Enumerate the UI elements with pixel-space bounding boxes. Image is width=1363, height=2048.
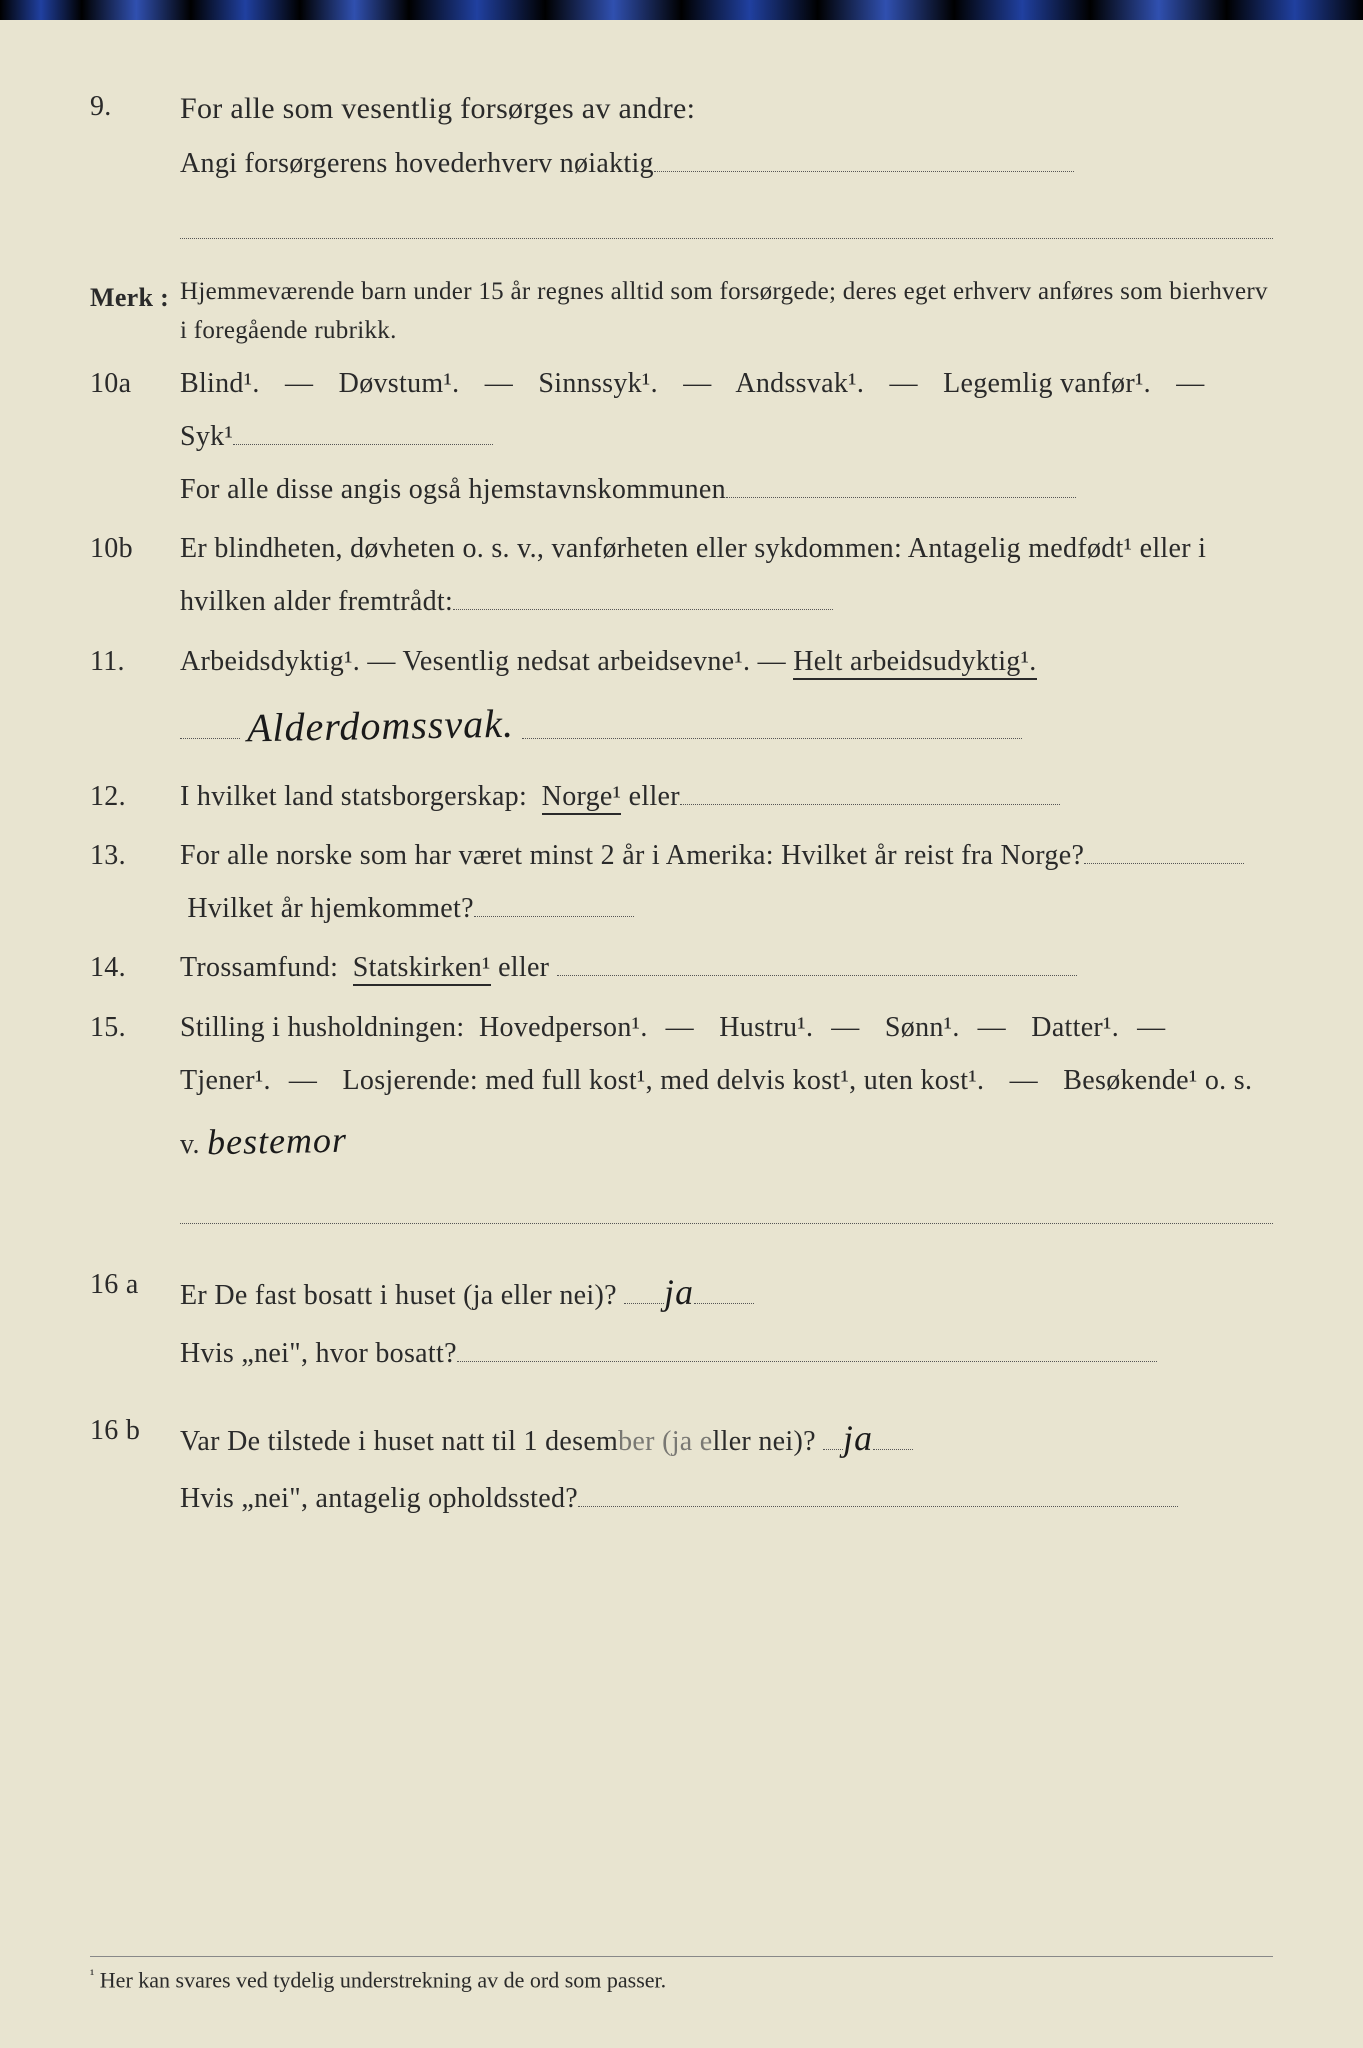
opt: Blind¹.	[180, 368, 260, 399]
fill-line	[557, 947, 1077, 976]
question-14: 14. Trossamfund: Statskirken¹ eller	[90, 941, 1273, 994]
opt-selected: Norge¹	[542, 781, 622, 815]
fill-line	[474, 888, 634, 917]
footnote-text: Her kan svares ved tydelig understreknin…	[100, 1967, 666, 1992]
fill-line	[180, 196, 1273, 239]
q12-after: eller	[629, 781, 680, 812]
q16a-line2: Hvis „nei", hvor bosatt?	[180, 1327, 1273, 1380]
fill-line	[522, 710, 1022, 739]
opt: Syk¹	[180, 421, 233, 452]
opt: Vesentlig nedsat arbeidsevne¹.	[403, 646, 751, 677]
q12-text: I hvilket land statsborgerskap:	[180, 781, 527, 812]
q14-text: Trossamfund:	[180, 952, 338, 983]
opt: Tjener¹.	[180, 1065, 271, 1096]
q11-options: Arbeidsdyktig¹. — Vesentlig nedsat arbei…	[180, 635, 1273, 688]
q16b-text-post: ller nei)?	[713, 1426, 816, 1457]
q13-body: For alle norske som har været minst 2 år…	[180, 829, 1273, 935]
q10a-options: Blind¹. — Døvstum¹. — Sinnssyk¹. — Andss…	[180, 357, 1273, 463]
fill-line	[233, 416, 493, 445]
scan-edge-artifact	[0, 0, 1363, 20]
fill-line	[873, 1421, 913, 1450]
question-11: 11. Arbeidsdyktig¹. — Vesentlig nedsat a…	[90, 635, 1273, 764]
question-9: 9. For alle som vesentlig forsørges av a…	[90, 80, 1273, 239]
question-13: 13. For alle norske som har været minst …	[90, 829, 1273, 935]
document-page: 9. For alle som vesentlig forsørges av a…	[0, 0, 1363, 2048]
q13-number: 13.	[90, 829, 180, 935]
footnote: ¹ Her kan svares ved tydelig understrekn…	[90, 1956, 1273, 1993]
q16b-text-pre: Var De tilstede i huset natt til 1 desem	[180, 1426, 618, 1457]
q16a-line2-text: Hvis „nei", hvor bosatt?	[180, 1338, 457, 1369]
merk-note: Merk : Hjemmeværende barn under 15 år re…	[90, 273, 1273, 351]
fill-line	[694, 1275, 754, 1304]
q16b-line1: Var De tilstede i huset natt til 1 desem…	[180, 1404, 1273, 1472]
handwritten-answer: Alderdomssvak.	[247, 685, 515, 766]
q10b-text: Er blindheten, døvheten o. s. v., vanfør…	[180, 522, 1273, 628]
q9-number: 9.	[90, 80, 180, 239]
fill-line	[453, 581, 833, 610]
opt-selected: Statskirken¹	[353, 952, 491, 986]
q16b-text-faded: ber (ja e	[618, 1426, 712, 1457]
q16b-number: 16 b	[90, 1404, 180, 1526]
question-16a: 16 a Er De fast bosatt i huset (ja eller…	[90, 1258, 1273, 1380]
q16a-text: Er De fast bosatt i huset (ja eller nei)…	[180, 1280, 617, 1311]
q14-number: 14.	[90, 941, 180, 994]
opt: Legemlig vanfør¹.	[943, 368, 1151, 399]
opt-selected: Helt arbeidsudyktig¹.	[793, 646, 1036, 680]
q13-text2: Hvilket år hjemkommet?	[187, 893, 474, 924]
fill-line	[180, 1181, 1273, 1224]
fill-line	[654, 143, 1074, 172]
q12-number: 12.	[90, 770, 180, 823]
question-15: 15. Stilling i husholdningen: Hovedperso…	[90, 1001, 1273, 1225]
q13-text: For alle norske som har været minst 2 år…	[180, 840, 1084, 871]
fill-line	[680, 776, 1060, 805]
q16b-line2: Hvis „nei", antagelig opholdssted?	[180, 1472, 1273, 1525]
q14-body: Trossamfund: Statskirken¹ eller	[180, 941, 1273, 994]
fill-line	[624, 1275, 664, 1304]
question-16b: 16 b Var De tilstede i huset natt til 1 …	[90, 1404, 1273, 1526]
opt: Hovedperson¹.	[479, 1012, 648, 1043]
q15-losj: Losjerende: med full kost¹, med delvis k…	[342, 1065, 984, 1096]
opt: Sinnssyk¹.	[538, 368, 658, 399]
q10a-number: 10a	[90, 357, 180, 517]
q11-number: 11.	[90, 635, 180, 764]
q9-title: For alle som vesentlig forsørges av andr…	[180, 80, 1273, 137]
q16a-number: 16 a	[90, 1258, 180, 1380]
question-12: 12. I hvilket land statsborgerskap: Norg…	[90, 770, 1273, 823]
question-10b: 10b Er blindheten, døvheten o. s. v., va…	[90, 522, 1273, 628]
opt: Andssvak¹.	[735, 368, 864, 399]
q15-number: 15.	[90, 1001, 180, 1225]
q9-line-text: Angi forsørgerens hovederhverv nøiaktig	[180, 148, 654, 179]
q9-line: Angi forsørgerens hovederhverv nøiaktig	[180, 137, 1273, 190]
fill-line	[1084, 835, 1244, 864]
q11-handwriting-line: Alderdomssvak.	[180, 688, 1273, 764]
handwritten-answer: ja	[664, 1258, 695, 1327]
handwritten-answer: bestemor	[207, 1106, 348, 1177]
opt: Datter¹.	[1031, 1012, 1119, 1043]
handwritten-answer: ja	[843, 1404, 874, 1473]
fill-line	[180, 710, 240, 739]
q10a-line2-text: For alle disse angis også hjemstavnskomm…	[180, 474, 726, 505]
q12-body: I hvilket land statsborgerskap: Norge¹ e…	[180, 770, 1273, 823]
fill-line	[578, 1478, 1178, 1507]
opt: Arbeidsdyktig¹.	[180, 646, 360, 677]
footnote-marker: ¹	[90, 1967, 94, 1983]
merk-label: Merk :	[90, 273, 180, 351]
form-content: 9. For alle som vesentlig forsørges av a…	[90, 80, 1273, 1525]
question-10a: 10a Blind¹. — Døvstum¹. — Sinnssyk¹. — A…	[90, 357, 1273, 517]
opt: Døvstum¹.	[339, 368, 460, 399]
q15-text: Stilling i husholdningen:	[180, 1012, 464, 1043]
fill-line	[457, 1333, 1157, 1362]
q14-after: eller	[498, 952, 549, 983]
q10a-line2: For alle disse angis også hjemstavnskomm…	[180, 463, 1273, 516]
q15-line: Stilling i husholdningen: Hovedperson¹.—…	[180, 1001, 1273, 1176]
opt: Hustru¹.	[719, 1012, 813, 1043]
q16b-line2-text: Hvis „nei", antagelig opholdssted?	[180, 1483, 578, 1514]
opt: Sønn¹.	[885, 1012, 960, 1043]
fill-line	[823, 1421, 843, 1450]
q10b-number: 10b	[90, 522, 180, 628]
merk-text: Hjemmeværende barn under 15 år regnes al…	[180, 273, 1273, 351]
q16a-line1: Er De fast bosatt i huset (ja eller nei)…	[180, 1258, 1273, 1326]
fill-line	[726, 469, 1076, 498]
